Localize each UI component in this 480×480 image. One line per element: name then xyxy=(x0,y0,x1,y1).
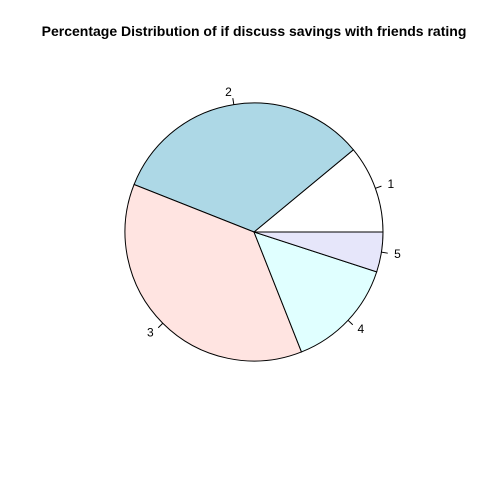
pie-slices xyxy=(124,102,384,362)
pie-tick-2 xyxy=(232,98,235,105)
pie-slice-2 xyxy=(133,102,355,233)
pie-tick-1 xyxy=(375,185,382,189)
pie-slice-5 xyxy=(253,231,384,273)
pie-labels: 1 2 3 4 5 xyxy=(147,85,401,339)
pie-label-5: 5 xyxy=(394,247,401,261)
pie-tick-3 xyxy=(157,322,164,329)
pie-tick-4 xyxy=(347,319,354,326)
pie-label-2: 2 xyxy=(225,85,232,99)
pie-label-3: 3 xyxy=(147,325,154,339)
pie-tick-5 xyxy=(381,251,388,254)
pie-slice-3 xyxy=(124,183,303,362)
pie-label-4: 4 xyxy=(357,322,364,336)
chart-title: Percentage Distribution of if discuss sa… xyxy=(42,23,467,39)
pie-label-1: 1 xyxy=(388,177,395,191)
